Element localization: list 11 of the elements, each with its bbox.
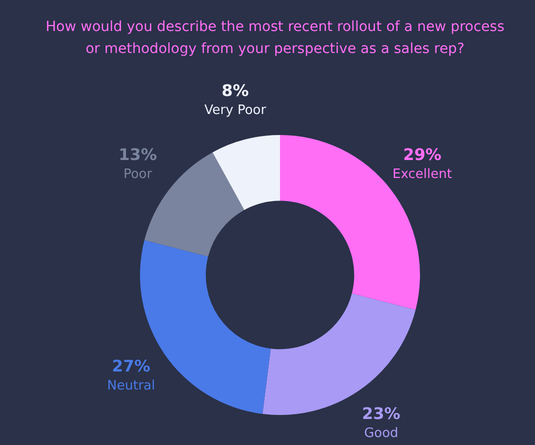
data-label: 13%: [118, 144, 157, 164]
slice-label: Neutral: [107, 378, 156, 394]
chart-title: How would you describe the most recent rollout of a new process or methodology from your perspective as a sales rep?: [44, 18, 506, 59]
data-label: 27%: [112, 356, 150, 376]
slice-label: Excellent: [392, 167, 452, 182]
slice-label: Very Poor: [204, 103, 267, 118]
slice-label: Poor: [123, 167, 153, 182]
slice-label: Good: [364, 426, 398, 442]
data-label: 8%: [222, 80, 249, 100]
data-label: 29%: [403, 144, 442, 164]
data-label: 23%: [362, 404, 400, 424]
